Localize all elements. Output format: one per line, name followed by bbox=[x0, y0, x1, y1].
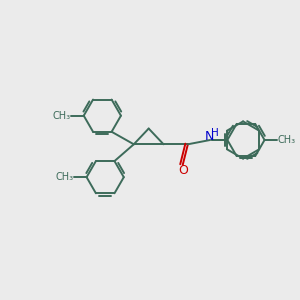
Text: CH₃: CH₃ bbox=[278, 135, 296, 145]
Text: O: O bbox=[178, 164, 188, 176]
Text: H: H bbox=[211, 128, 219, 138]
Text: CH₃: CH₃ bbox=[55, 172, 74, 182]
Text: N: N bbox=[204, 130, 214, 143]
Text: CH₃: CH₃ bbox=[52, 111, 70, 121]
